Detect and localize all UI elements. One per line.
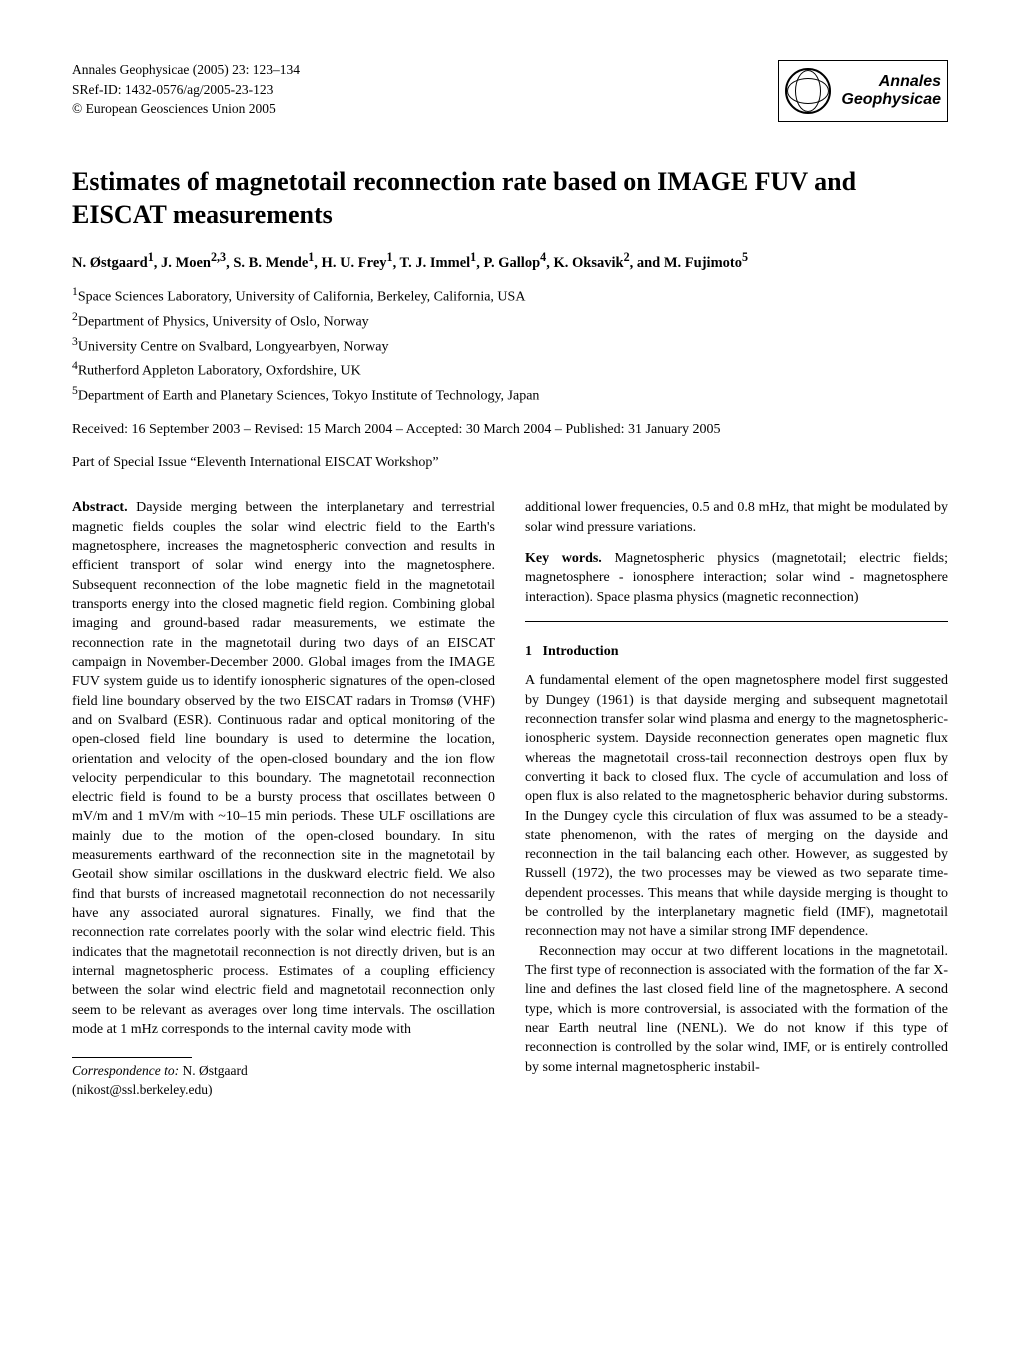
logo-line1: Annales: [839, 73, 941, 91]
affiliations-list: 1Space Sciences Laboratory, University o…: [72, 283, 948, 406]
affiliation-line: 2Department of Physics, University of Os…: [72, 308, 948, 333]
abstract-label: Abstract.: [72, 500, 128, 515]
correspondence-name: N. Østgaard: [182, 1063, 247, 1078]
article-title: Estimates of magnetotail reconnection ra…: [72, 166, 948, 231]
journal-logo: Annales Geophysicae: [778, 60, 948, 122]
affiliation-line: 1Space Sciences Laboratory, University o…: [72, 283, 948, 308]
section-heading: 1 Introduction: [525, 642, 948, 661]
intro-paragraph-2: Reconnection may occur at two different …: [525, 942, 948, 1077]
correspondence-block: Correspondence to: N. Østgaard (nikost@s…: [72, 1062, 495, 1099]
article-dates: Received: 16 September 2003 – Revised: 1…: [72, 421, 948, 440]
footnote-rule: [72, 1057, 192, 1058]
copyright-line: © European Geosciences Union 2005: [72, 99, 300, 119]
abstract-paragraph: Abstract. Dayside merging between the in…: [72, 498, 495, 1039]
abstract-text: Dayside merging between the interplaneta…: [72, 500, 495, 1036]
logo-line2: Geophysicae: [839, 91, 941, 109]
keywords-label: Key words.: [525, 551, 602, 566]
logo-text: Annales Geophysicae: [839, 73, 947, 110]
keywords-paragraph: Key words. Magnetospheric physics (magne…: [525, 549, 948, 607]
correspondence-email: (nikost@ssl.berkeley.edu): [72, 1082, 213, 1097]
page-header: Annales Geophysicae (2005) 23: 123–134 S…: [72, 60, 948, 122]
abstract-continuation: additional lower frequencies, 0.5 and 0.…: [525, 498, 948, 537]
journal-citation: Annales Geophysicae (2005) 23: 123–134: [72, 60, 300, 80]
section-rule: [525, 621, 948, 622]
correspondence-label: Correspondence to:: [72, 1063, 179, 1078]
right-column: additional lower frequencies, 0.5 and 0.…: [525, 498, 948, 1099]
left-column: Abstract. Dayside merging between the in…: [72, 498, 495, 1099]
affiliation-line: 5Department of Earth and Planetary Scien…: [72, 382, 948, 407]
authors-list: N. Østgaard1, J. Moen2,3, S. B. Mende1, …: [72, 249, 948, 273]
section-title: Introduction: [543, 644, 619, 659]
two-column-body: Abstract. Dayside merging between the in…: [72, 498, 948, 1099]
sref-id: SRef-ID: 1432-0576/ag/2005-23-123: [72, 80, 300, 100]
affiliation-line: 4Rutherford Appleton Laboratory, Oxfords…: [72, 357, 948, 382]
intro-paragraph-1: A fundamental element of the open magnet…: [525, 671, 948, 941]
journal-meta: Annales Geophysicae (2005) 23: 123–134 S…: [72, 60, 300, 119]
globe-icon: [785, 68, 831, 114]
affiliation-line: 3University Centre on Svalbard, Longyear…: [72, 333, 948, 358]
section-number: 1: [525, 644, 532, 659]
special-issue-note: Part of Special Issue “Eleventh Internat…: [72, 454, 948, 473]
